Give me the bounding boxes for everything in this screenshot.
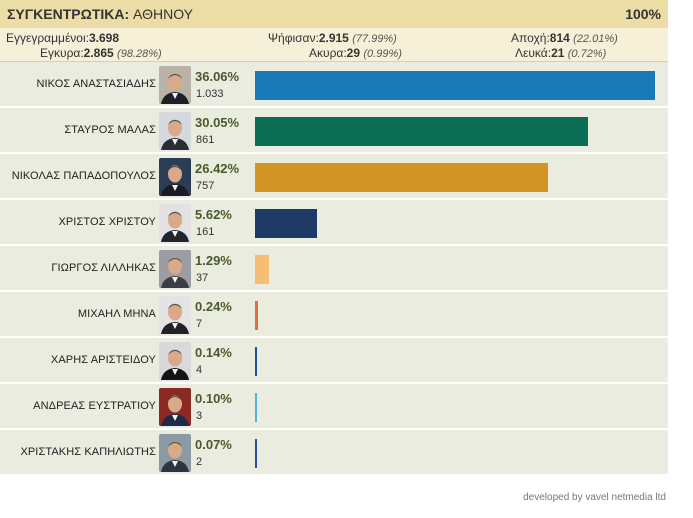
candidate-photo	[159, 434, 191, 472]
candidate-percent: 0.07%	[195, 437, 232, 452]
candidate-percent: 0.24%	[195, 299, 232, 314]
stat-valid: Εγκυρα:2.865 (98.28%)	[40, 46, 162, 60]
candidate-percent: 0.10%	[195, 391, 232, 406]
candidate-row: ΝΙΚΟΛΑΣ ΠΑΠΑΔΟΠΟΥΛΟΣ 26.42% 757	[0, 154, 668, 200]
candidate-name: ΧΡΙΣΤΟΣ ΧΡΙΣΤΟΥ	[58, 216, 156, 228]
candidate-photo	[159, 158, 191, 196]
candidate-bar	[255, 439, 257, 468]
candidate-bar	[255, 71, 655, 100]
footer-credit: developed by vavel netmedia ltd	[523, 492, 666, 503]
candidate-list: ΝΙΚΟΣ ΑΝΑΣΤΑΣΙΑΔΗΣ 36.06% 1.033 ΣΤΑΥΡΟΣ …	[0, 62, 668, 476]
candidate-bar	[255, 301, 258, 330]
candidate-name: ΧΡΙΣΤΑΚΗΣ ΚΑΠΗΛΙΩΤΗΣ	[20, 446, 156, 458]
counted-percent: 100%	[625, 6, 661, 22]
candidate-percent: 0.14%	[195, 345, 232, 360]
candidate-photo	[159, 388, 191, 426]
candidate-votes: 757	[196, 180, 215, 192]
candidate-percent: 30.05%	[195, 115, 240, 130]
candidate-name: ΑΝΔΡΕΑΣ ΕΥΣΤΡΑΤΙΟΥ	[33, 400, 156, 412]
candidate-votes: 3	[196, 410, 203, 422]
candidate-votes: 861	[196, 134, 215, 146]
candidate-row: ΜΙΧΑΗΛ ΜΗΝΑ 0.24% 7	[0, 292, 668, 338]
candidate-name: ΜΙΧΑΗΛ ΜΗΝΑ	[77, 308, 156, 320]
candidate-name: ΧΑΡΗΣ ΑΡΙΣΤΕΙΔΟΥ	[50, 354, 156, 366]
candidate-votes: 1.033	[196, 88, 224, 100]
candidate-bar	[255, 393, 257, 422]
candidate-photo	[159, 112, 191, 150]
stat-registered: Εγγεγραμμένοι:3.698	[6, 31, 119, 45]
candidate-photo	[159, 342, 191, 380]
candidate-name: ΓΙΩΡΓΟΣ ΛΙΛΛΗΚΑΣ	[51, 262, 156, 274]
candidate-percent: 36.06%	[195, 69, 240, 84]
candidate-bar	[255, 163, 548, 192]
candidate-row: ΣΤΑΥΡΟΣ ΜΑΛΑΣ 30.05% 861	[0, 108, 668, 154]
candidate-bar	[255, 347, 257, 376]
candidate-row: ΧΡΙΣΤΑΚΗΣ ΚΑΠΗΛΙΩΤΗΣ 0.07% 2	[0, 430, 668, 476]
candidate-row: ΝΙΚΟΣ ΑΝΑΣΤΑΣΙΑΔΗΣ 36.06% 1.033	[0, 62, 668, 108]
candidate-photo	[159, 204, 191, 242]
district-name: ΑΘΗΝΟΥ	[133, 6, 193, 22]
candidate-row: ΧΡΙΣΤΟΣ ΧΡΙΣΤΟΥ 5.62% 161	[0, 200, 668, 246]
candidate-percent: 1.29%	[195, 253, 232, 268]
turnout-summary: Εγγεγραμμένοι:3.698 Ψήφισαν:2.915 (77.99…	[0, 28, 668, 62]
candidate-row: ΑΝΔΡΕΑΣ ΕΥΣΤΡΑΤΙΟΥ 0.10% 3	[0, 384, 668, 430]
candidate-bar	[255, 209, 317, 238]
candidate-bar	[255, 117, 588, 146]
stat-voted: Ψήφισαν:2.915 (77.99%)	[268, 31, 397, 45]
header-title: ΣΥΓΚΕΝΤΡΩΤΙΚΑ: ΑΘΗΝΟΥ	[7, 6, 193, 22]
candidate-name: ΝΙΚΟΣ ΑΝΑΣΤΑΣΙΑΔΗΣ	[36, 78, 156, 90]
candidate-bar	[255, 255, 269, 284]
candidate-name: ΝΙΚΟΛΑΣ ΠΑΠΑΔΟΠΟΥΛΟΣ	[11, 170, 156, 182]
candidate-percent: 5.62%	[195, 207, 232, 222]
stat-blank: Λευκά:21 (0.72%)	[515, 46, 607, 60]
results-header: ΣΥΓΚΕΝΤΡΩΤΙΚΑ: ΑΘΗΝΟΥ 100%	[0, 0, 668, 28]
candidate-votes: 161	[196, 226, 215, 238]
candidate-percent: 26.42%	[195, 161, 240, 176]
candidate-name: ΣΤΑΥΡΟΣ ΜΑΛΑΣ	[64, 124, 156, 136]
candidate-votes: 37	[196, 272, 209, 284]
candidate-votes: 4	[196, 364, 203, 376]
candidate-photo	[159, 250, 191, 288]
stat-invalid: Ακυρα:29 (0.99%)	[309, 46, 402, 60]
candidate-photo	[159, 296, 191, 334]
candidate-votes: 2	[196, 456, 203, 468]
stat-abstention: Αποχή:814 (22.01%)	[511, 31, 618, 45]
candidate-votes: 7	[196, 318, 203, 330]
candidate-row: ΓΙΩΡΓΟΣ ΛΙΛΛΗΚΑΣ 1.29% 37	[0, 246, 668, 292]
candidate-photo	[159, 66, 191, 104]
candidate-row: ΧΑΡΗΣ ΑΡΙΣΤΕΙΔΟΥ 0.14% 4	[0, 338, 668, 384]
